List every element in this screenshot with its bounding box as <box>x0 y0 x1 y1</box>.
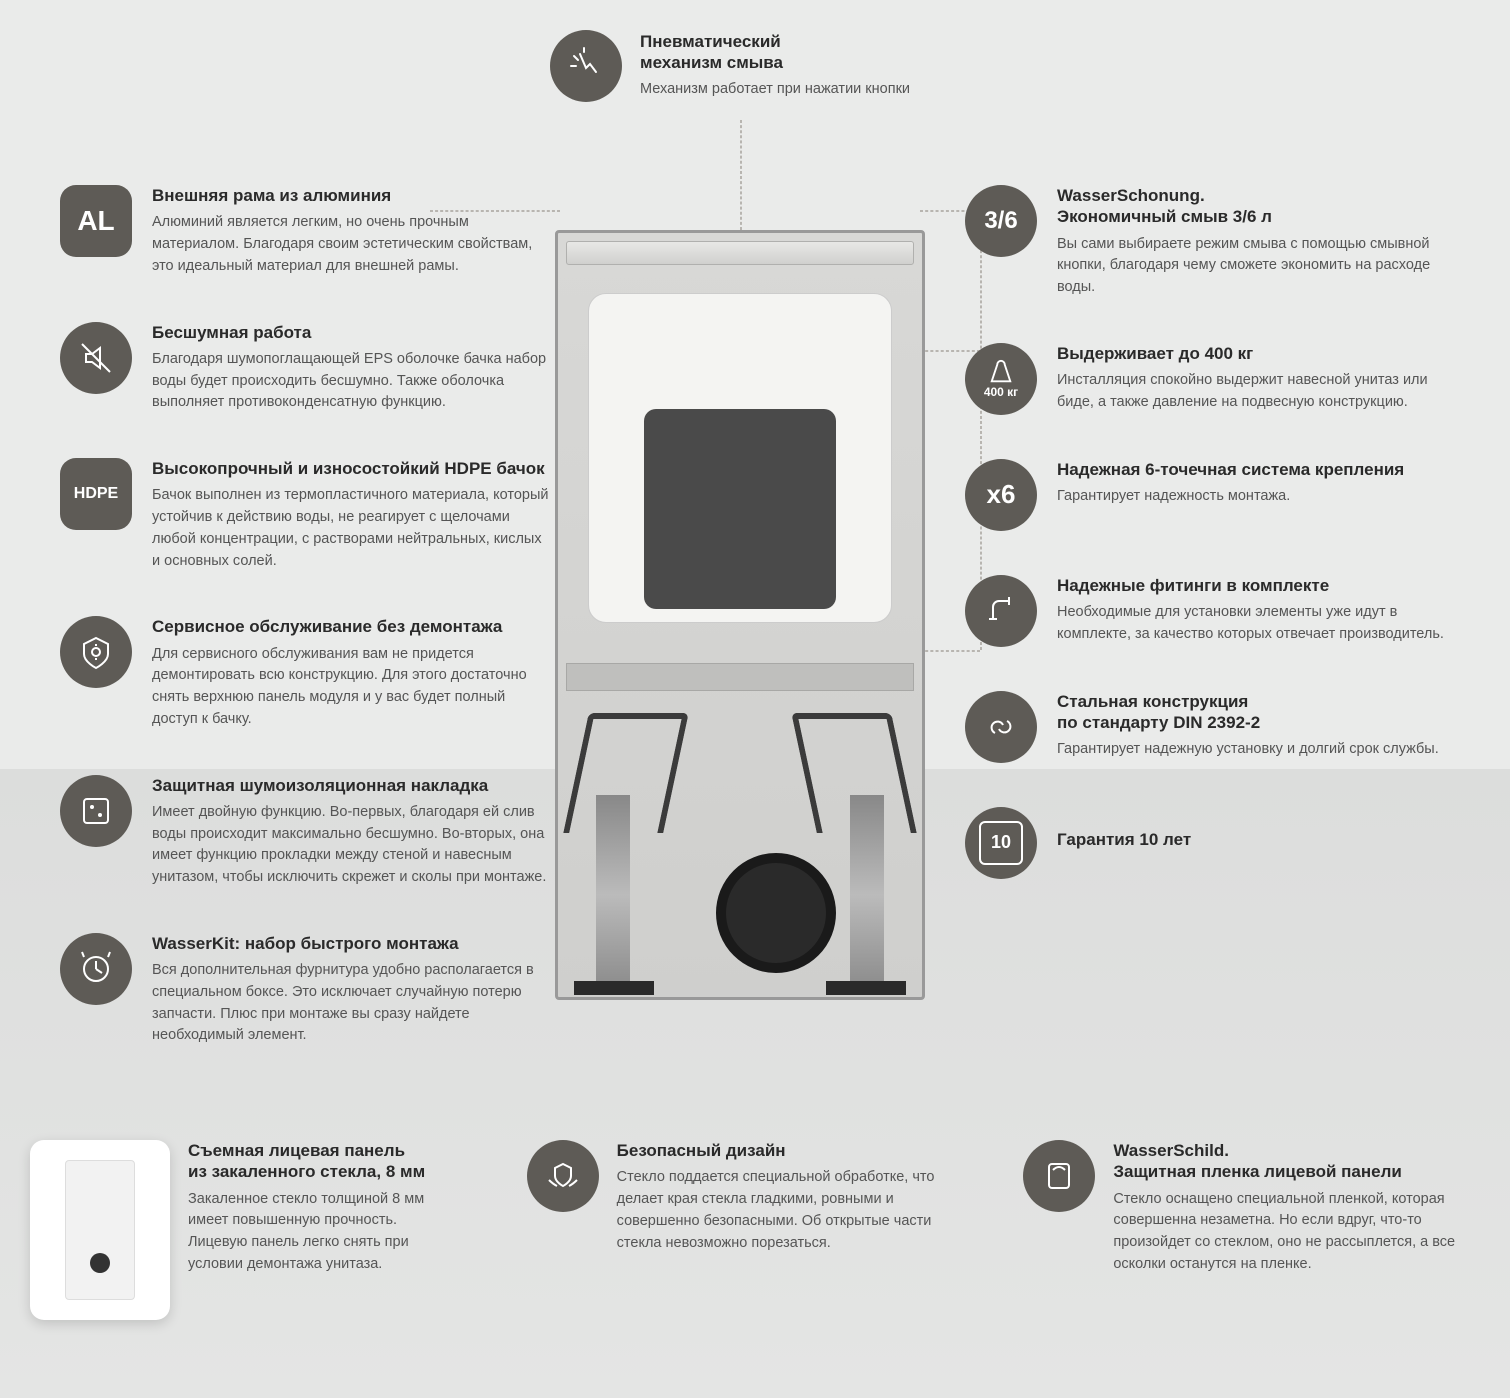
feature-body: Алюминий является легким, но очень прочн… <box>152 212 550 277</box>
fitting-icon <box>965 575 1037 647</box>
panel-thumb-icon <box>30 1140 170 1320</box>
chain-icon <box>965 691 1037 763</box>
feature-400kg: 400 кг Выдерживает до 400 кг Инсталляция … <box>965 343 1455 415</box>
feature-title: Пневматическиймеханизм смыва <box>640 31 950 74</box>
feature-body: Гарантирует надежность монтажа. <box>1057 486 1455 508</box>
kit-icon <box>60 933 132 1005</box>
feature-body: Имеет двойную функцию. Во-первых, благод… <box>152 802 550 889</box>
service-icon <box>60 616 132 688</box>
outlet-pipe <box>716 853 836 973</box>
feature-body: Для сервисного обслуживания вам не приде… <box>152 644 550 731</box>
feature-body: Вся дополнительная фурнитура удобно расп… <box>152 960 550 1047</box>
guarantee-icon: 10 <box>965 807 1037 879</box>
feature-body: Закаленное стекло толщиной 8 мм имеет по… <box>188 1189 448 1276</box>
feature-title: Надежная 6-точечная система крепления <box>1057 459 1455 480</box>
flush-plate <box>644 409 836 609</box>
feature-body: Благодаря шумопоглащающей EPS оболочке б… <box>152 349 550 414</box>
feature-title: Съемная лицевая панельиз закаленного сте… <box>188 1140 448 1183</box>
feature-service: Сервисное обслуживание без демонтажа Для … <box>60 616 550 730</box>
connector-line <box>740 120 742 230</box>
hands-shield-icon <box>527 1140 599 1212</box>
feature-title: Безопасный дизайн <box>617 1140 977 1161</box>
feature-title: WasserKit: набор быстрого монтажа <box>152 933 550 954</box>
top-feature: Пневматическиймеханизм смыва Механизм ра… <box>550 30 950 102</box>
feature-title: Сервисное обслуживание без демонтажа <box>152 616 550 637</box>
feature-hdpe: HDPE Высокопрочный и износостойкий HDPE … <box>60 458 550 572</box>
feature-aluminum-frame: AL Внешняя рама из алюминия Алюминий явля… <box>60 185 550 278</box>
product-illustration <box>555 230 925 1000</box>
feature-guarantee: 10 Гарантия 10 лет <box>965 807 1455 879</box>
film-icon <box>1023 1140 1095 1212</box>
click-icon <box>550 30 622 102</box>
mute-icon <box>60 322 132 394</box>
cistern <box>588 293 892 623</box>
feature-title: Высокопрочный и износостойкий HDPE бачок <box>152 458 550 479</box>
al-icon: AL <box>60 185 132 257</box>
feature-din: Стальная конструкцияпо стандарту DIN 239… <box>965 691 1455 763</box>
feature-title: Стальная конструкцияпо стандарту DIN 239… <box>1057 691 1455 734</box>
feature-film: WasserSchild.Защитная пленка лицевой пан… <box>1023 1140 1480 1276</box>
feature-body: Механизм работает при нажатии кнопки <box>640 79 950 101</box>
feature-body: Вы сами выбираете режим смыва с помощью … <box>1057 234 1455 299</box>
feature-body: Стекло оснащено специальной пленкой, кот… <box>1113 1189 1480 1276</box>
feature-fittings: Надежные фитинги в комплекте Необходимые … <box>965 575 1455 647</box>
feature-safe-design: Безопасный дизайн Стекло поддается специа… <box>527 1140 984 1254</box>
feature-3-6: 3/6 WasserSchonung.Экономичный смыв 3/6 … <box>965 185 1455 299</box>
feature-body: Стекло поддается специальной обработке, … <box>617 1167 977 1254</box>
feature-x6: x6 Надежная 6-точечная система крепления… <box>965 459 1455 531</box>
three-six-icon: 3/6 <box>965 185 1037 257</box>
product-frame <box>555 230 925 1000</box>
hdpe-icon: HDPE <box>60 458 132 530</box>
right-features: 3/6 WasserSchonung.Экономичный смыв 3/6 … <box>965 185 1455 879</box>
feature-body: Необходимые для установки элементы уже и… <box>1057 602 1455 646</box>
feature-title: Выдерживает до 400 кг <box>1057 343 1455 364</box>
bottom-features: Съемная лицевая панельиз закаленного сте… <box>30 1140 1480 1320</box>
feature-title: WasserSchild.Защитная пленка лицевой пан… <box>1113 1140 1480 1183</box>
feature-title: WasserSchonung.Экономичный смыв 3/6 л <box>1057 185 1455 228</box>
pad-icon <box>60 775 132 847</box>
feature-title: Внешняя рама из алюминия <box>152 185 550 206</box>
feature-glass-panel: Съемная лицевая панельиз закаленного сте… <box>30 1140 487 1320</box>
weight-label: 400 кг <box>984 385 1018 399</box>
feature-title: Защитная шумоизоляционная накладка <box>152 775 550 796</box>
weight-icon: 400 кг <box>965 343 1037 415</box>
feature-title: Надежные фитинги в комплекте <box>1057 575 1455 596</box>
feature-kit: WasserKit: набор быстрого монтажа Вся доп… <box>60 933 550 1047</box>
feature-silent: Бесшумная работа Благодаря шумопоглащающе… <box>60 322 550 415</box>
left-features: AL Внешняя рама из алюминия Алюминий явля… <box>60 185 550 1047</box>
feature-body: Инсталляция спокойно выдержит навесной у… <box>1057 370 1455 414</box>
feature-pad: Защитная шумоизоляционная накладка Имеет … <box>60 775 550 889</box>
feature-body: Гарантирует надежную установку и долгий … <box>1057 739 1455 761</box>
feature-body: Бачок выполнен из термопластичного матер… <box>152 485 550 572</box>
x6-icon: x6 <box>965 459 1037 531</box>
feature-title: Гарантия 10 лет <box>1057 829 1455 850</box>
feature-title: Бесшумная работа <box>152 322 550 343</box>
guarantee-years: 10 <box>979 821 1023 865</box>
